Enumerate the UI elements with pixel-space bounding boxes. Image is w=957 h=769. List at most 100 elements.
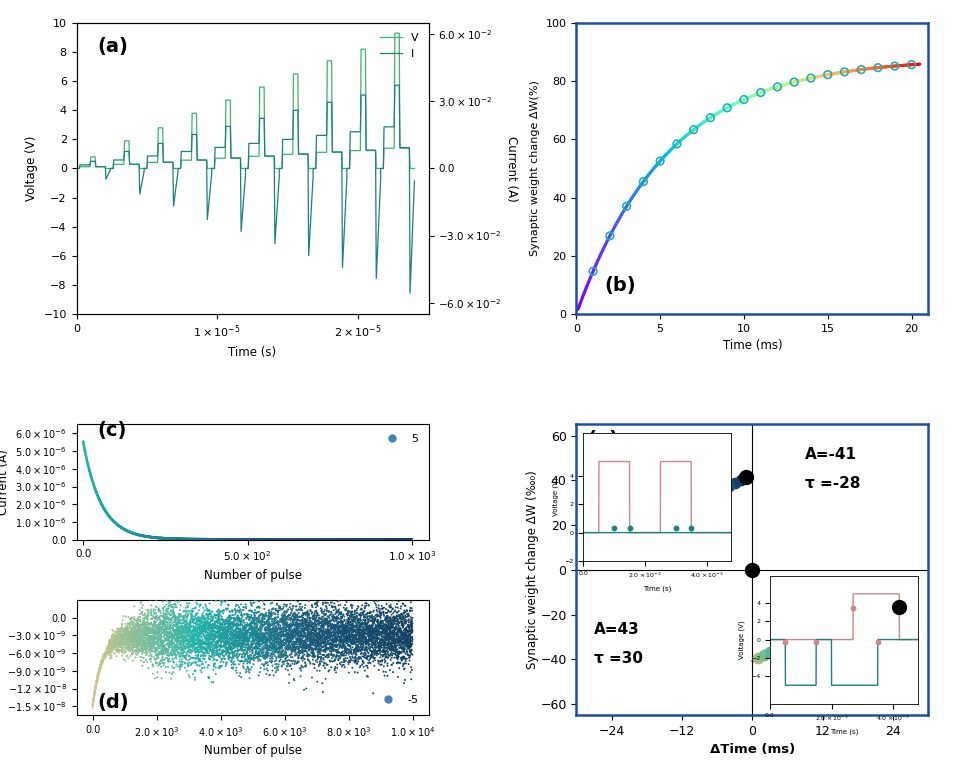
Point <box>103 638 119 651</box>
Point <box>215 594 231 607</box>
Point <box>298 628 313 640</box>
Point <box>231 634 246 647</box>
Point <box>134 629 149 641</box>
Point <box>367 621 383 634</box>
Point <box>374 626 389 638</box>
Point <box>153 631 168 643</box>
Point <box>212 631 228 643</box>
Point <box>286 613 301 625</box>
Point <box>260 628 276 640</box>
Point <box>284 533 300 545</box>
Point <box>122 632 138 644</box>
Point <box>211 640 227 652</box>
Point <box>360 608 375 620</box>
Point <box>160 649 175 661</box>
Point <box>212 636 228 648</box>
Point <box>272 644 287 656</box>
Point <box>121 641 136 653</box>
Point <box>366 627 381 639</box>
Point <box>377 647 392 659</box>
Point <box>297 624 312 636</box>
Point <box>318 615 333 628</box>
Point <box>174 634 189 646</box>
Point <box>234 644 250 656</box>
Point <box>402 640 417 652</box>
Point <box>358 631 373 644</box>
Point <box>195 628 211 640</box>
Point <box>156 648 171 661</box>
Point <box>375 625 390 638</box>
Point <box>118 524 133 536</box>
Point <box>224 533 239 545</box>
Point <box>372 619 388 631</box>
Point <box>100 646 115 658</box>
Point <box>109 634 124 647</box>
Point <box>166 533 181 545</box>
Point <box>198 616 213 628</box>
Point <box>257 657 273 670</box>
Point <box>337 622 352 634</box>
Point <box>121 631 136 644</box>
Point <box>338 646 353 658</box>
Point <box>195 621 211 633</box>
Point <box>116 625 131 638</box>
Point <box>381 619 396 631</box>
Point <box>184 608 199 621</box>
Point <box>181 649 196 661</box>
Point <box>107 641 122 654</box>
Point <box>205 613 220 625</box>
Point <box>365 637 380 649</box>
Point <box>295 624 310 637</box>
Point <box>350 639 366 651</box>
Point <box>300 635 316 647</box>
Point <box>231 628 246 641</box>
Point <box>149 671 165 684</box>
Point <box>96 651 111 664</box>
Point <box>204 623 219 635</box>
Point <box>401 640 416 652</box>
Point <box>251 642 266 654</box>
Point <box>190 651 206 664</box>
Point <box>125 641 141 653</box>
Point <box>180 638 195 651</box>
Point <box>404 624 419 637</box>
Point <box>98 648 113 661</box>
Point <box>383 623 398 635</box>
Point <box>169 626 185 638</box>
Point <box>236 533 252 545</box>
Point <box>272 604 287 617</box>
Point <box>323 630 338 642</box>
Point <box>264 630 279 642</box>
Point <box>302 623 318 635</box>
Point <box>87 689 102 701</box>
Point <box>322 631 337 643</box>
Point <box>374 638 389 650</box>
Point <box>278 611 293 624</box>
Point <box>348 651 364 664</box>
Point <box>308 631 323 643</box>
Point <box>313 602 328 614</box>
Point <box>259 647 275 659</box>
Point <box>354 533 369 545</box>
Point <box>122 636 137 648</box>
Point <box>285 608 300 620</box>
Point <box>95 500 110 512</box>
Point <box>349 635 365 647</box>
Point <box>352 628 367 641</box>
Point <box>333 533 348 545</box>
Point <box>286 600 301 612</box>
Point <box>309 614 324 626</box>
Point <box>388 628 403 640</box>
Point <box>381 621 396 633</box>
Point <box>171 651 187 663</box>
Point <box>374 658 389 671</box>
Point <box>353 627 368 639</box>
Point <box>302 533 318 545</box>
Point <box>151 624 167 637</box>
Point <box>197 632 212 644</box>
Point <box>151 626 167 638</box>
Point <box>302 638 318 651</box>
Point <box>217 622 233 634</box>
Point <box>165 621 180 634</box>
Point <box>285 600 300 612</box>
